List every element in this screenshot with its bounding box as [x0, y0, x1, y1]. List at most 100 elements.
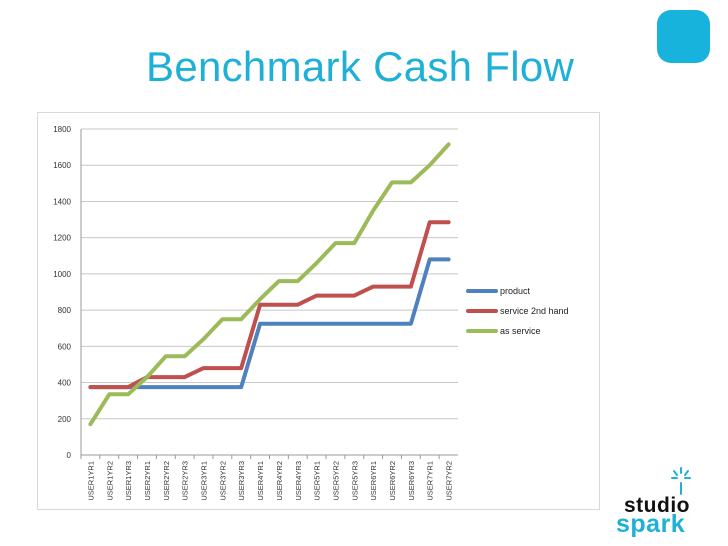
data-point: [183, 354, 187, 358]
x-tick-label: USER6YR3: [407, 461, 416, 501]
data-point: [315, 294, 319, 298]
data-point: [239, 385, 243, 389]
x-tick-label: USER7YR1: [426, 461, 435, 501]
data-point: [88, 385, 92, 389]
data-point: [164, 385, 168, 389]
data-point: [126, 392, 130, 396]
x-tick-label: USER6YR1: [369, 461, 378, 501]
spark-star-icon: [671, 467, 691, 495]
data-point: [333, 294, 337, 298]
data-point: [258, 303, 262, 307]
y-tick-label: 0: [67, 451, 72, 460]
data-point: [315, 322, 319, 326]
data-point: [447, 142, 451, 146]
data-point: [409, 285, 413, 289]
data-point: [145, 375, 149, 379]
data-point: [258, 297, 262, 301]
data-point: [447, 257, 451, 261]
x-tick-label: USER4YR2: [275, 461, 284, 501]
data-point: [183, 375, 187, 379]
x-tick-label: USER1YR3: [124, 461, 133, 501]
chart-frame: 0 200 400 600 800 1000 1200 1400 1600 1800 USER1YR…: [37, 112, 600, 510]
data-point: [277, 279, 281, 283]
data-point: [390, 322, 394, 326]
x-tick-label: USER2YR2: [162, 461, 171, 501]
studio-spark-logo: studio spark: [612, 466, 696, 538]
data-point: [164, 354, 168, 358]
legend-label: product: [500, 286, 531, 296]
x-tick-label: USER2YR3: [181, 461, 190, 501]
x-tick-label: USER5YR2: [331, 461, 340, 501]
data-point: [447, 220, 451, 224]
y-tick-label: 200: [58, 415, 72, 424]
x-tick-label: USER6YR2: [388, 461, 397, 501]
data-point: [239, 317, 243, 321]
x-tick-label: USER1YR1: [86, 461, 95, 501]
data-point: [202, 366, 206, 370]
logo-text-studio: studio: [624, 494, 690, 517]
data-point: [202, 385, 206, 389]
x-tick-label: USER1YR2: [105, 461, 114, 501]
slide-title: Benchmark Cash Flow: [146, 43, 575, 90]
data-point: [390, 180, 394, 184]
y-tick-label: 1000: [53, 270, 71, 279]
data-point: [239, 366, 243, 370]
data-point: [352, 294, 356, 298]
data-point: [428, 257, 432, 261]
data-point: [409, 322, 413, 326]
x-tick-label: USER4YR3: [294, 461, 303, 501]
data-point: [277, 322, 281, 326]
y-tick-label: 1400: [53, 197, 71, 206]
series-line-0: [88, 257, 451, 390]
data-point: [107, 385, 111, 389]
y-tick-label: 800: [58, 306, 72, 315]
x-tick-label: USER4YR1: [256, 461, 265, 501]
data-point: [296, 303, 300, 307]
data-point: [220, 385, 224, 389]
y-tick-label: 1600: [53, 161, 71, 170]
legend-label: service 2nd hand: [500, 306, 569, 316]
data-point: [352, 322, 356, 326]
data-point: [428, 163, 432, 167]
data-point: [202, 337, 206, 341]
data-point: [183, 385, 187, 389]
y-tick-label: 400: [58, 379, 72, 388]
logo-text-spark: spark: [616, 510, 686, 538]
data-point: [88, 422, 92, 426]
y-tick-label: 1800: [53, 125, 71, 134]
data-point: [352, 241, 356, 245]
data-point: [315, 261, 319, 265]
line-chart: 0 200 400 600 800 1000 1200 1400 1600 1800 USER1YR…: [53, 125, 569, 501]
data-point: [428, 220, 432, 224]
series-line-2: [88, 142, 451, 427]
y-tick-label: 600: [58, 342, 72, 351]
data-point: [126, 385, 130, 389]
series-line-1: [88, 220, 451, 390]
x-tick-label: USER7YR2: [445, 461, 454, 501]
data-point: [258, 322, 262, 326]
data-point: [277, 303, 281, 307]
x-tick-label: USER5YR3: [350, 461, 359, 501]
data-point: [145, 385, 149, 389]
legend-label: as service: [500, 326, 541, 336]
data-point: [220, 366, 224, 370]
data-point: [390, 285, 394, 289]
data-point: [296, 279, 300, 283]
data-point: [409, 180, 413, 184]
data-point: [333, 241, 337, 245]
x-tick-label: USER2YR1: [143, 461, 152, 501]
data-point: [296, 322, 300, 326]
data-point: [371, 285, 375, 289]
data-point: [107, 392, 111, 396]
data-point: [220, 317, 224, 321]
x-tick-label: USER5YR1: [313, 461, 322, 501]
data-point: [371, 322, 375, 326]
data-point: [333, 322, 337, 326]
data-point: [164, 375, 168, 379]
x-tick-label: USER3YR1: [200, 461, 209, 501]
x-tick-label: USER3YR2: [218, 461, 227, 501]
y-tick-label: 1200: [53, 234, 71, 243]
data-point: [371, 209, 375, 212]
x-tick-label: USER3YR3: [237, 461, 246, 501]
corner-badge: [657, 10, 710, 63]
